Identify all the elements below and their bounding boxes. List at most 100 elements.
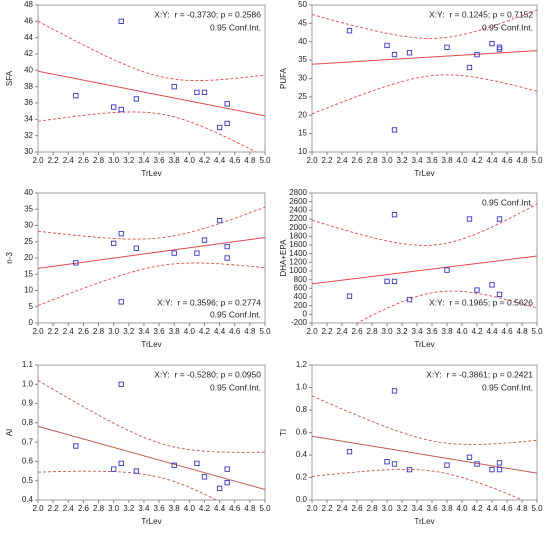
y-tick-label: 800 [294, 275, 308, 284]
x-tick-label: 4.4 [214, 327, 226, 336]
y-tick-label: 1000 [289, 266, 307, 275]
confidence-band [312, 74, 537, 115]
x-tick-label: 4.6 [229, 327, 241, 336]
x-tick-label: 2.4 [63, 156, 75, 165]
y-tick-label: 30 [24, 147, 33, 156]
y-tick-label: 600 [294, 283, 308, 292]
annotation: X:Y: r = 0.1245; p = 0.7152 [429, 9, 533, 19]
x-tick-label: 4.2 [199, 504, 211, 513]
x-tick-label: 3.4 [411, 327, 423, 336]
plot-frame [37, 364, 266, 501]
annotation: X:Y: r = -0.3730; p = 0.2586 [154, 9, 261, 19]
x-tick-label: 5.0 [531, 504, 543, 513]
x-tick-label: 4.0 [456, 156, 468, 165]
point [466, 454, 473, 460]
y-tick-label: 20 [24, 253, 33, 262]
y-tick-label: 36 [24, 98, 33, 107]
y-tick-label: 30 [298, 74, 307, 83]
x-tick-label: 2.0 [32, 327, 44, 336]
y-tick-label: 0.2 [296, 473, 308, 482]
x-tick-label: 4.6 [501, 156, 513, 165]
x-tick-label: 3.2 [123, 504, 135, 513]
x-tick-label: 4.4 [486, 156, 498, 165]
point [384, 278, 390, 285]
x-tick-label: 2.8 [93, 504, 105, 513]
y-tick-label: 34 [24, 114, 33, 123]
plot-frame [311, 364, 538, 501]
y-tick-label: 20 [298, 110, 307, 119]
x-tick-label: 3.0 [108, 504, 120, 513]
y-tick-label: 35 [24, 204, 33, 213]
x-tick-label: 4.8 [244, 156, 256, 165]
x-tick-label: 4.0 [184, 504, 196, 513]
x-tick-label: 2.2 [321, 156, 333, 165]
y-axis-label: DHA+EPA [279, 239, 288, 277]
y-axis-label: SFA [5, 70, 14, 86]
point [391, 51, 398, 58]
y-axis-label: PUFA [279, 67, 288, 89]
x-tick-label: 2.4 [336, 327, 348, 336]
point [489, 40, 495, 47]
point [194, 250, 200, 256]
x-tick-label: 2.6 [78, 327, 90, 336]
y-tick-label: 0.8 [296, 405, 308, 414]
x-tick-label: 3.0 [381, 327, 393, 336]
x-tick-label: 2.0 [32, 156, 44, 165]
x-tick-label: 4.0 [456, 504, 468, 513]
x-axis-label: TrLev [141, 517, 161, 526]
point [391, 212, 398, 218]
x-tick-label: 4.2 [471, 156, 483, 165]
point [466, 216, 473, 222]
plot-frame [311, 4, 538, 153]
y-tick-label: 1400 [289, 249, 307, 258]
x-tick-label: 4.0 [184, 156, 196, 165]
point [224, 101, 230, 107]
plot-frame [37, 192, 266, 324]
point [496, 291, 503, 298]
y-tick-label: 10 [298, 147, 307, 156]
x-tick-label: 2.0 [32, 504, 44, 513]
point [171, 462, 177, 468]
point [118, 106, 124, 113]
y-tick-label: 1.0 [22, 379, 34, 388]
y-tick-label: 35 [298, 55, 307, 64]
x-tick-label: 2.4 [336, 156, 348, 165]
point [391, 388, 398, 394]
x-tick-label: 3.8 [441, 156, 453, 165]
confidence-band [312, 395, 537, 445]
annotation: 0.95 Conf.Int. [482, 22, 533, 32]
point [224, 243, 230, 250]
y-tick-label: 48 [24, 0, 33, 9]
confidence-band [38, 20, 265, 82]
x-tick-label: 3.8 [169, 504, 181, 513]
point [224, 466, 230, 472]
point [346, 293, 353, 299]
x-tick-label: 3.0 [381, 156, 393, 165]
x-tick-label: 3.2 [396, 156, 408, 165]
point [133, 245, 140, 251]
point [118, 299, 124, 305]
x-tick-label: 2.8 [366, 156, 378, 165]
x-tick-label: 2.6 [78, 504, 90, 513]
point [73, 260, 79, 266]
x-tick-label: 3.6 [154, 156, 166, 165]
confidence-band [38, 262, 265, 306]
point [346, 448, 353, 455]
y-tick-label: 2000 [289, 223, 307, 232]
x-tick-label: 3.4 [138, 327, 150, 336]
y-tick-label: 30 [24, 221, 33, 230]
y-tick-label: 40 [24, 188, 33, 197]
x-tick-label: 3.4 [138, 156, 150, 165]
y-tick-label: 0.0 [296, 495, 308, 504]
point [489, 282, 495, 288]
point [391, 278, 398, 285]
x-tick-label: 2.2 [48, 156, 60, 165]
point [201, 474, 208, 480]
x-tick-label: 3.6 [426, 156, 438, 165]
y-tick-label: 0.4 [22, 495, 34, 504]
panel: 2.0 2.2 2.4 2.6 2.8 3.0 3.2 3.4 3.6 3.8 4.0 4.2 4.4 4… [279, 360, 543, 526]
point [466, 64, 473, 71]
x-tick-label: 2.8 [366, 504, 378, 513]
x-tick-label: 4.8 [244, 327, 256, 336]
fit-line [38, 236, 265, 269]
